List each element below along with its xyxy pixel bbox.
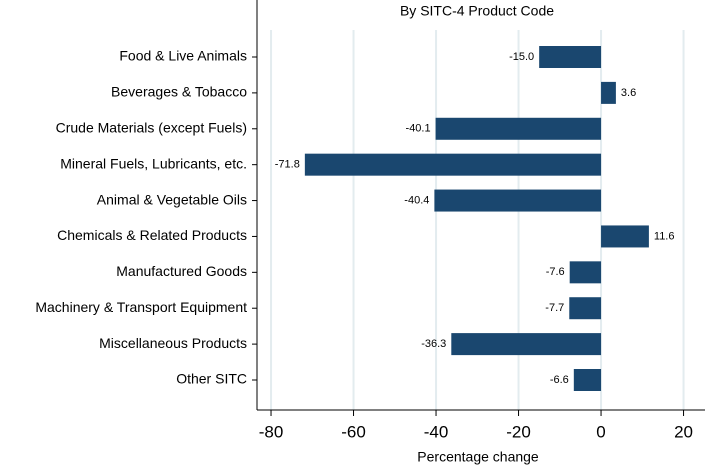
value-label: -40.1 (406, 123, 431, 135)
value-label: 3.6 (621, 87, 636, 99)
category-label: Crude Materials (except Fuels) (56, 119, 247, 135)
bar (573, 369, 602, 391)
value-label: -7.6 (546, 266, 565, 278)
category-label: Chemicals & Related Products (57, 227, 247, 243)
category-label: Animal & Vegetable Oils (97, 191, 247, 207)
bar (451, 333, 602, 356)
x-tick-label: -20 (506, 422, 531, 441)
value-label: -36.3 (421, 338, 446, 350)
category-label: Machinery & Transport Equipment (35, 299, 247, 315)
value-label: -6.6 (550, 374, 569, 386)
bar (601, 81, 616, 104)
category-label: Manufactured Goods (116, 263, 247, 279)
category-label: Beverages & Tobacco (111, 84, 247, 100)
value-label: -40.4 (404, 194, 429, 206)
value-label: -71.8 (275, 159, 300, 171)
bar (539, 46, 602, 68)
category-label: Mineral Fuels, Lubricants, etc. (60, 155, 247, 171)
value-label: 11.6 (654, 230, 675, 242)
category-label: Other SITC (176, 371, 247, 387)
bar (435, 117, 602, 140)
x-tick-label: 0 (596, 422, 605, 441)
bar (569, 297, 602, 320)
bar (434, 189, 602, 212)
chart-title: By SITC-4 Product Code (400, 3, 554, 19)
category-label: Food & Live Animals (119, 48, 247, 64)
category-label: Miscellaneous Products (99, 335, 247, 351)
value-label: -7.7 (545, 302, 564, 314)
x-tick-label: -60 (341, 422, 366, 441)
x-tick-label: -80 (259, 422, 284, 441)
bar (304, 153, 602, 176)
bar (601, 225, 649, 248)
value-label: -15.0 (509, 51, 534, 63)
x-tick-label: -40 (424, 422, 449, 441)
bar (569, 261, 602, 284)
x-tick-label: 20 (674, 422, 693, 441)
x-axis-label: Percentage change (417, 449, 539, 465)
